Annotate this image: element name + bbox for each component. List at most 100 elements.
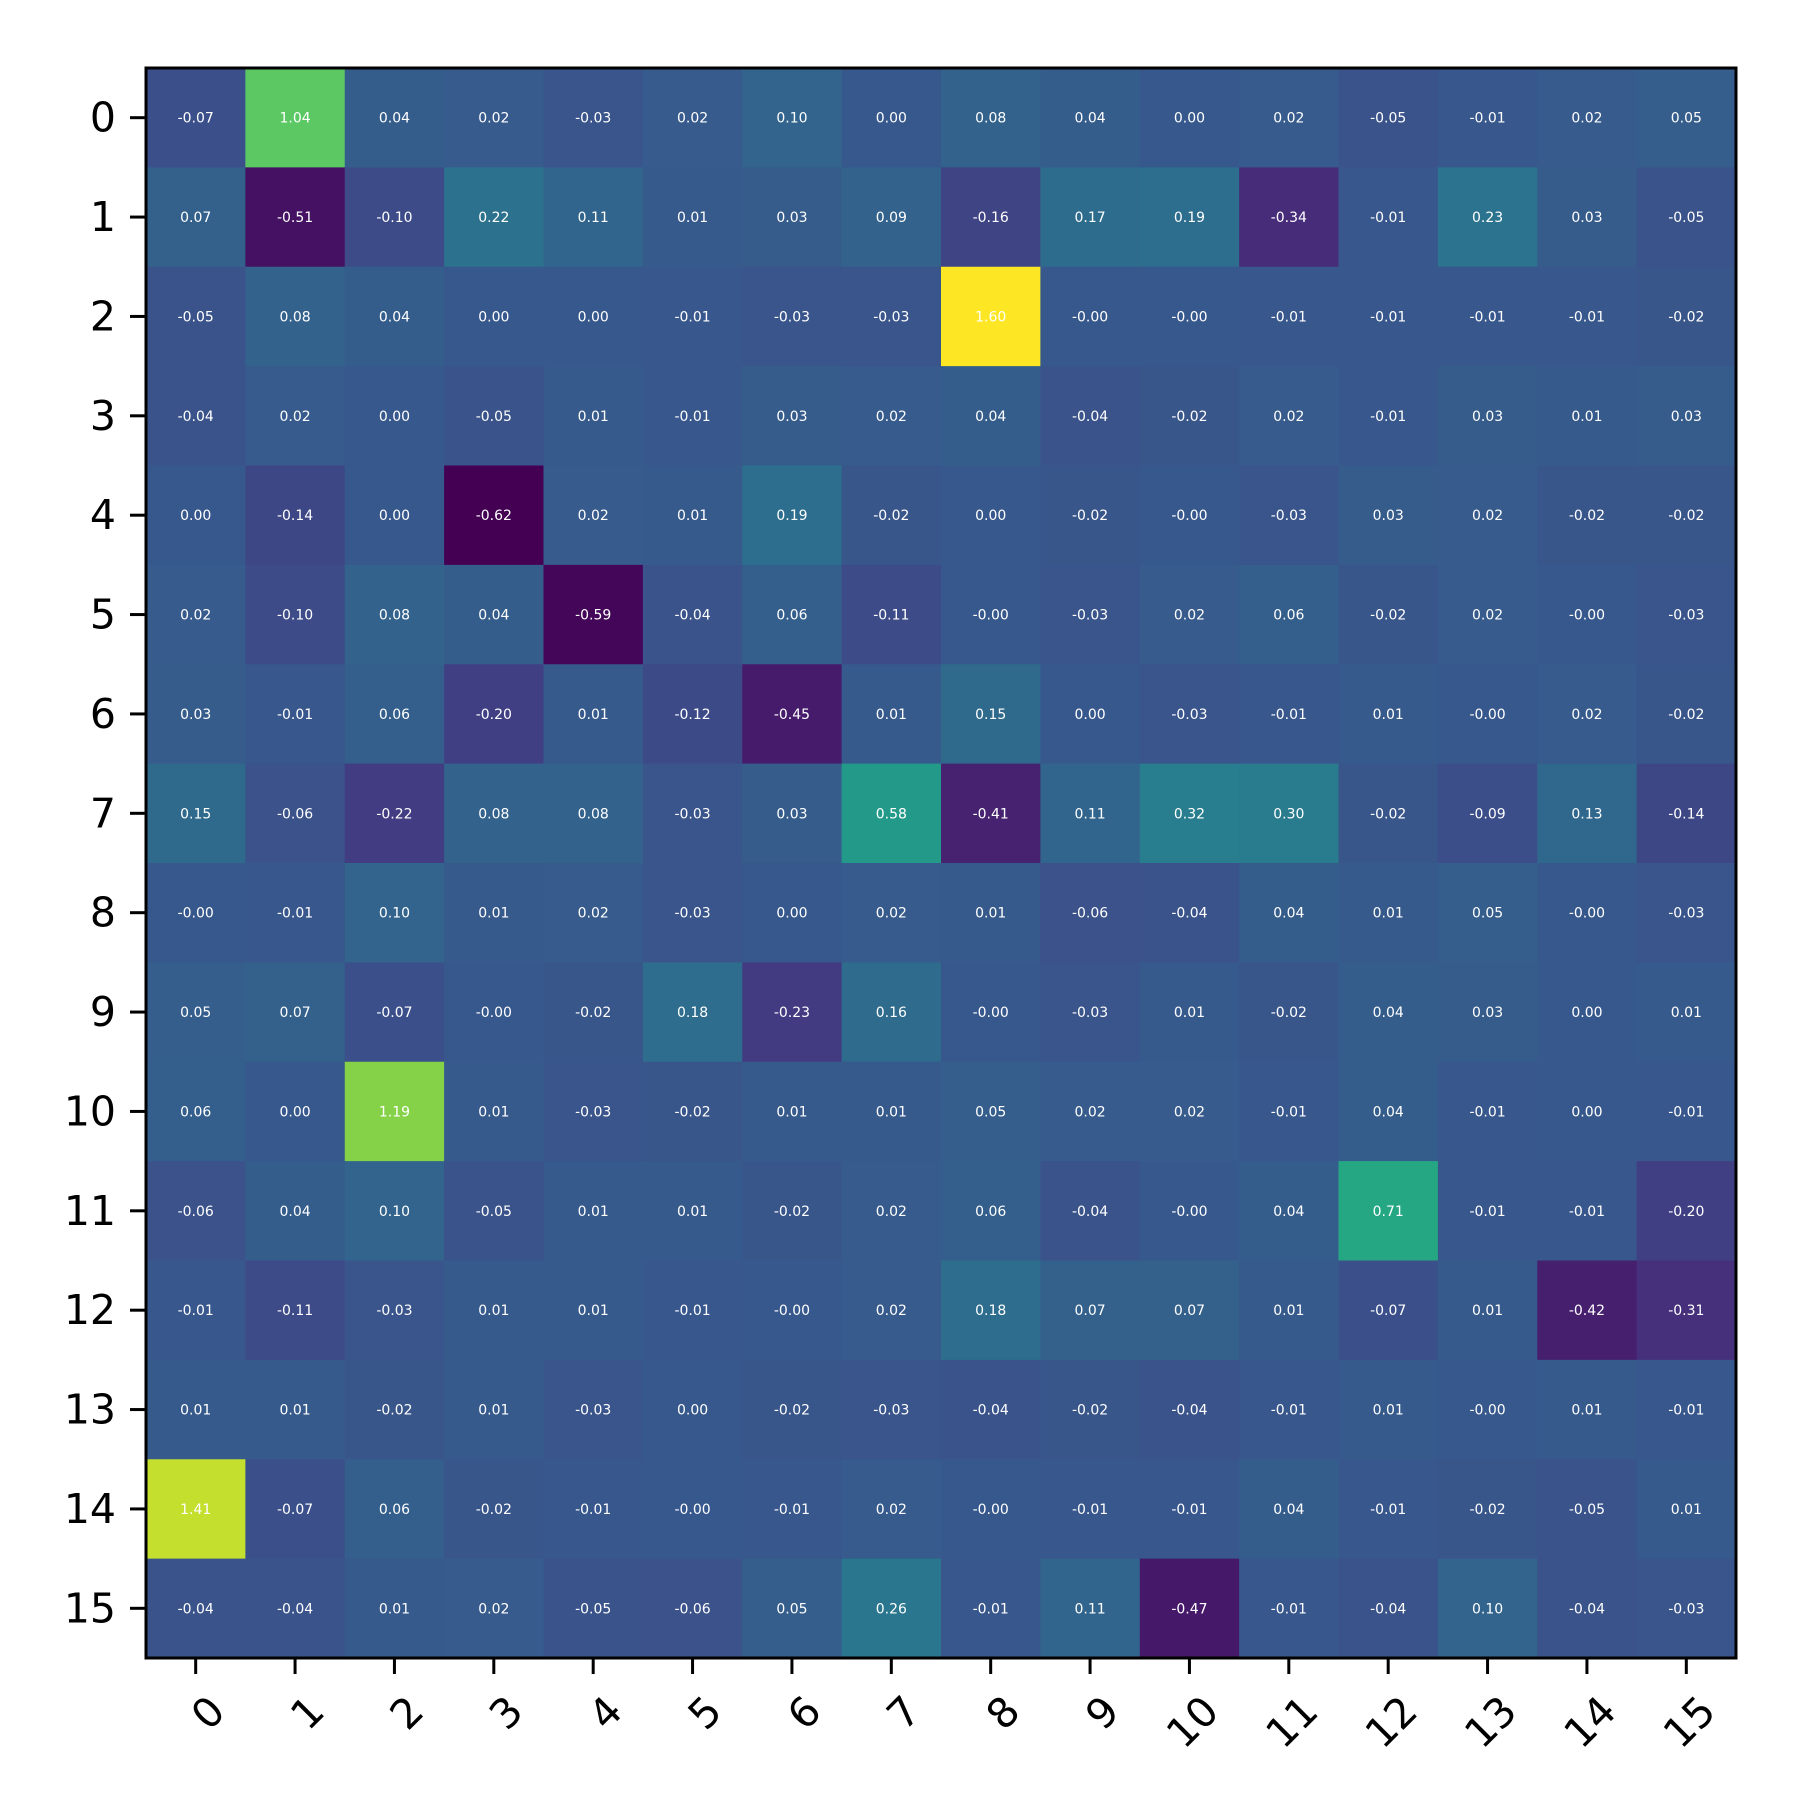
heatmap-cell-r2-c0 xyxy=(146,266,246,367)
heatmap-cell-r15-c11 xyxy=(1239,1558,1340,1659)
heatmap-cell-r10-c10 xyxy=(1139,1061,1240,1162)
heatmap-cell-r14-c3 xyxy=(444,1459,545,1560)
cell-value-label: 0.02 xyxy=(1273,111,1304,127)
x-axis: 0 1 2 3 4 5 6 7 8 9 10 11 12 13 14 15 xyxy=(182,1658,1725,1757)
heatmap-cell-r11-c8 xyxy=(941,1161,1041,1262)
cell-value-label: 0.07 xyxy=(1074,1303,1105,1319)
cell-value-label: -0.02 xyxy=(1469,1502,1505,1518)
cell-value-label: 0.07 xyxy=(180,210,211,226)
cell-value-label: -0.07 xyxy=(178,111,214,127)
cell-value-label: 0.09 xyxy=(876,210,907,226)
heatmap-cell-r6-c13 xyxy=(1437,664,1538,765)
heatmap-cell-r0-c9 xyxy=(1040,68,1141,168)
cell-value-label: 0.01 xyxy=(1472,1303,1503,1319)
cell-value-label: -0.01 xyxy=(674,1303,710,1319)
cell-value-label: 0.00 xyxy=(379,409,410,425)
cell-value-label: 0.01 xyxy=(1174,1005,1205,1021)
cell-value-label: -0.01 xyxy=(1271,707,1307,723)
cell-value-label: 0.00 xyxy=(578,309,609,325)
cell-value-label: 0.05 xyxy=(776,1601,807,1617)
y-tick-label: 11 xyxy=(64,1187,116,1235)
cell-value-label: -0.03 xyxy=(1271,508,1307,524)
heatmap-cell-r11-c6 xyxy=(742,1161,843,1262)
heatmap-cell-r5-c7 xyxy=(841,564,942,665)
cell-value-label: 0.01 xyxy=(180,1403,211,1419)
heatmap-cell-r8-c6 xyxy=(742,863,843,963)
heatmap-cell-r3-c2 xyxy=(344,366,445,467)
heatmap-cell-r15-c9 xyxy=(1040,1558,1141,1659)
heatmap-cell-r12-c13 xyxy=(1437,1260,1538,1361)
cell-value-label: 0.02 xyxy=(1472,508,1503,524)
heatmap-cell-r9-c13 xyxy=(1437,962,1538,1063)
heatmap-cell-r12-c5 xyxy=(642,1260,743,1361)
cell-value-label: 0.03 xyxy=(1671,409,1702,425)
heatmap-cell-r15-c15 xyxy=(1636,1558,1737,1659)
heatmap-cell-r11-c10 xyxy=(1139,1161,1240,1262)
cell-value-label: 0.03 xyxy=(1472,1005,1503,1021)
heatmap-cell-r1-c6 xyxy=(742,167,843,268)
cell-value-label: -0.03 xyxy=(575,1403,611,1419)
cell-value-label: -0.06 xyxy=(178,1204,214,1220)
cell-value-label: -0.34 xyxy=(1271,210,1307,226)
cell-value-label: -0.00 xyxy=(973,608,1009,624)
cell-value-label: 0.00 xyxy=(1571,1005,1602,1021)
cell-value-label: 0.01 xyxy=(478,1403,509,1419)
cell-value-label: 0.11 xyxy=(1074,806,1105,822)
cell-value-label: -0.02 xyxy=(1072,508,1108,524)
cell-value-label: 0.01 xyxy=(578,1204,609,1220)
heatmap-cell-r14-c4 xyxy=(543,1459,644,1560)
heatmap-cell-r14-c13 xyxy=(1437,1459,1538,1560)
cell-value-label: 0.71 xyxy=(1373,1204,1404,1220)
heatmap-cell-r13-c2 xyxy=(344,1359,445,1460)
heatmap-cell-r15-c10 xyxy=(1139,1558,1240,1659)
y-tick-label: 5 xyxy=(90,591,116,639)
heatmap-cell-r1-c13 xyxy=(1437,167,1538,268)
heatmap-cell-r13-c15 xyxy=(1636,1359,1737,1460)
heatmap-cell-r12-c11 xyxy=(1239,1260,1340,1361)
heatmap-cell-r5-c1 xyxy=(245,564,346,665)
heatmap-cell-r6-c11 xyxy=(1239,664,1340,765)
heatmap-cell-r2-c10 xyxy=(1139,266,1240,367)
cell-value-label: 0.04 xyxy=(1074,111,1105,127)
cell-value-label: 0.00 xyxy=(677,1403,708,1419)
cell-value-label: -0.04 xyxy=(1072,409,1108,425)
cell-value-label: 1.41 xyxy=(180,1502,211,1518)
cell-value-label: 0.02 xyxy=(1074,1104,1105,1120)
x-tick-label: 13 xyxy=(1455,1687,1526,1758)
x-tick-label: 10 xyxy=(1157,1687,1228,1758)
cell-value-label: 0.01 xyxy=(876,707,907,723)
cell-value-label: 0.07 xyxy=(279,1005,310,1021)
heatmap-cell-r13-c9 xyxy=(1040,1359,1141,1460)
cell-value-label: 0.02 xyxy=(677,111,708,127)
cell-value-label: 1.04 xyxy=(279,111,310,127)
heatmap-cell-r12-c1 xyxy=(245,1260,346,1361)
heatmap-cell-r5-c0 xyxy=(146,564,246,665)
heatmap-cell-r4-c14 xyxy=(1537,465,1638,566)
cell-value-label: -0.00 xyxy=(1171,508,1207,524)
cell-value-label: 0.16 xyxy=(876,1005,907,1021)
cell-value-label: 0.01 xyxy=(876,1104,907,1120)
y-tick-label: 12 xyxy=(64,1286,116,1334)
heatmap-cell-r10-c9 xyxy=(1040,1061,1141,1162)
cell-value-label: -0.01 xyxy=(1370,309,1406,325)
heatmap-cell-r9-c3 xyxy=(444,962,545,1063)
x-tick-label: 1 xyxy=(281,1687,333,1739)
cell-value-label: 0.06 xyxy=(379,707,410,723)
heatmap-cell-r11-c5 xyxy=(642,1161,743,1262)
x-tick-label: 15 xyxy=(1654,1687,1725,1758)
heatmap-cell-r12-c12 xyxy=(1338,1260,1439,1361)
cell-value-label: -0.00 xyxy=(774,1303,810,1319)
cell-value-label: 0.06 xyxy=(975,1204,1006,1220)
heatmap-cell-r9-c7 xyxy=(841,962,942,1063)
cell-value-label: 0.11 xyxy=(578,210,609,226)
cell-value-label: -0.01 xyxy=(1171,1502,1207,1518)
heatmap-cell-r6-c15 xyxy=(1636,664,1737,765)
heatmap-cell-r9-c0 xyxy=(146,962,246,1063)
heatmap-cell-r1-c4 xyxy=(543,167,644,268)
heatmap-cell-r5-c9 xyxy=(1040,564,1141,665)
heatmap-cell-r7-c2 xyxy=(344,763,445,864)
heatmap-cell-r15-c7 xyxy=(841,1558,942,1659)
cell-value-label: 0.08 xyxy=(379,608,410,624)
heatmap-cell-r9-c6 xyxy=(742,962,843,1063)
heatmap-cell-r8-c10 xyxy=(1139,863,1240,963)
